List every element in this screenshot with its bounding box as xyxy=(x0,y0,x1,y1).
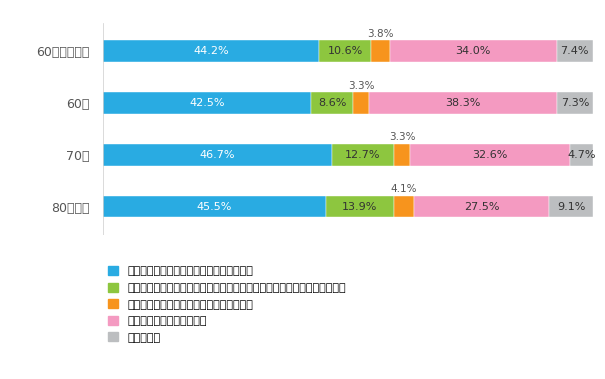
Bar xyxy=(371,40,390,62)
Bar xyxy=(410,144,570,166)
Text: 34.0%: 34.0% xyxy=(456,46,491,56)
Text: 8.6%: 8.6% xyxy=(318,98,347,108)
Bar xyxy=(394,196,414,218)
Bar xyxy=(549,196,594,218)
Text: 13.9%: 13.9% xyxy=(342,202,378,211)
Bar xyxy=(103,92,311,114)
Text: 38.3%: 38.3% xyxy=(446,98,481,108)
Text: 46.7%: 46.7% xyxy=(200,150,235,160)
Text: 27.5%: 27.5% xyxy=(463,202,499,211)
Text: 12.7%: 12.7% xyxy=(345,150,381,160)
Text: 42.5%: 42.5% xyxy=(189,98,224,108)
Bar xyxy=(570,144,593,166)
Bar xyxy=(103,196,326,218)
Bar xyxy=(390,40,557,62)
Text: 45.5%: 45.5% xyxy=(197,202,232,211)
Text: 3.8%: 3.8% xyxy=(367,29,394,39)
Legend: 全額一時金で受け取った（受け取る予定）, 一部は一時金で受け取り、それ以外は年金で受け取った（受け取る予定）, 全額を年金で受け取った（受け取る予定）, 退職金: 全額一時金で受け取った（受け取る予定）, 一部は一時金で受け取り、それ以外は年金… xyxy=(108,266,346,343)
Bar xyxy=(370,92,557,114)
Text: 4.7%: 4.7% xyxy=(567,150,596,160)
Bar xyxy=(319,40,371,62)
Text: 3.3%: 3.3% xyxy=(348,81,374,91)
Text: 7.4%: 7.4% xyxy=(560,46,589,56)
Bar xyxy=(353,92,370,114)
Text: 7.3%: 7.3% xyxy=(561,98,589,108)
Text: 44.2%: 44.2% xyxy=(194,46,229,56)
Bar xyxy=(332,144,394,166)
Bar xyxy=(394,144,410,166)
Text: 3.3%: 3.3% xyxy=(389,132,415,143)
Text: 10.6%: 10.6% xyxy=(328,46,363,56)
Bar xyxy=(103,40,319,62)
Text: 4.1%: 4.1% xyxy=(391,184,417,194)
Text: 32.6%: 32.6% xyxy=(473,150,508,160)
Text: 9.1%: 9.1% xyxy=(557,202,585,211)
Bar xyxy=(557,92,593,114)
Bar xyxy=(557,40,593,62)
Bar xyxy=(103,144,332,166)
Bar xyxy=(414,196,549,218)
Bar xyxy=(326,196,394,218)
Bar xyxy=(311,92,353,114)
